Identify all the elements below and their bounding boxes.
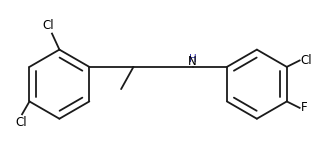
Text: N: N — [188, 55, 197, 68]
Text: F: F — [301, 101, 307, 114]
Text: Cl: Cl — [15, 116, 27, 129]
Text: Cl: Cl — [42, 19, 54, 32]
Text: H: H — [189, 54, 197, 64]
Text: Cl: Cl — [301, 54, 312, 67]
